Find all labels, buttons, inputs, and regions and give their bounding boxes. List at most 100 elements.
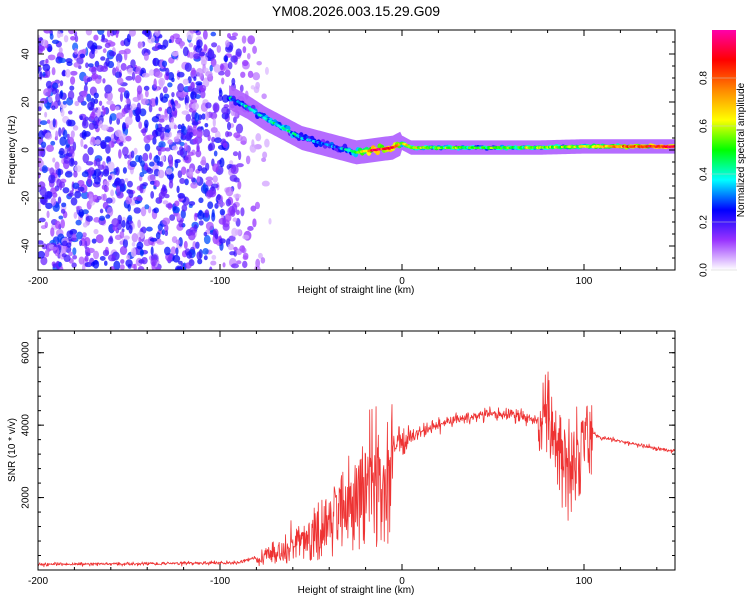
noise-blob (219, 63, 224, 71)
noise-blob (61, 202, 67, 208)
noise-blob (140, 128, 147, 134)
noise-blob (54, 220, 61, 229)
noise-blob (103, 180, 110, 188)
noise-blob (148, 152, 153, 160)
noise-blob (46, 210, 50, 219)
noise-blob (230, 164, 239, 175)
colorbar: 0.0 0.2 0.4 0.6 0.8 Normalized spectral ampl… (699, 30, 747, 277)
noise-blob (67, 136, 75, 145)
noise-blob (93, 250, 100, 260)
noise-blob (115, 166, 120, 176)
noise-blob (180, 132, 184, 140)
noise-blob (193, 76, 197, 82)
noise-blob (106, 155, 111, 162)
noise-blob (139, 183, 144, 194)
y-tick-label: 40 (21, 48, 32, 60)
noise-blob (133, 147, 138, 155)
noise-blob (210, 58, 217, 68)
noise-blob (184, 178, 189, 186)
noise-blob (77, 186, 85, 192)
noise-blob (256, 60, 262, 66)
noise-blob (200, 159, 207, 166)
noise-blob (60, 108, 65, 117)
noise-blob (227, 121, 231, 131)
noise-blob (38, 66, 42, 72)
noise-blob (58, 57, 67, 64)
noise-blob (188, 52, 194, 59)
noise-blob (87, 101, 95, 111)
noise-blob (233, 193, 242, 199)
noise-blob (76, 231, 83, 240)
noise-blob (121, 219, 126, 228)
noise-blob (120, 259, 125, 264)
noise-blob (62, 129, 68, 140)
noise-blob (120, 62, 127, 71)
noise-blob (197, 210, 205, 220)
noise-blob (237, 150, 242, 161)
noise-blob (85, 161, 94, 166)
noise-blob (39, 120, 48, 126)
noise-blob (99, 215, 106, 221)
noise-blob (102, 201, 109, 210)
noise-blob (253, 86, 260, 94)
noise-blob (177, 170, 183, 179)
noise-blob (59, 32, 64, 37)
noise-blob (184, 262, 192, 269)
noise-blob (161, 60, 168, 68)
noise-blob (197, 258, 203, 265)
noise-blob (86, 93, 92, 102)
noise-blob (106, 91, 113, 102)
noise-blob (106, 206, 114, 217)
noise-blob (73, 170, 78, 178)
noise-blob (104, 84, 113, 94)
noise-blob (46, 119, 51, 124)
noise-blob (219, 238, 226, 244)
noise-blob (166, 106, 172, 115)
noise-blob (124, 177, 129, 183)
noise-blob (116, 77, 124, 86)
figure-title: YM08.2026.003.15.29.G09 (272, 3, 440, 19)
noise-blob (252, 72, 261, 81)
noise-blob (116, 185, 121, 194)
noise-blob (185, 113, 192, 122)
noise-blob (229, 251, 236, 256)
noise-blob (46, 144, 54, 153)
noise-blob (72, 247, 77, 256)
y-tick-label: 0 (21, 147, 32, 153)
noise-blob (74, 100, 80, 107)
noise-blob (59, 136, 67, 146)
noise-blob (81, 48, 87, 54)
noise-blob (40, 39, 48, 47)
colorbar-tick-label: 0.4 (699, 167, 710, 181)
noise-blob (127, 214, 133, 222)
noise-blob (149, 161, 155, 167)
noise-blob (191, 102, 200, 111)
noise-blob (167, 82, 173, 88)
noise-blob (97, 164, 105, 170)
noise-blob (74, 160, 78, 166)
noise-blob (107, 254, 116, 262)
noise-blob (113, 260, 121, 270)
noise-blob (158, 195, 163, 204)
noise-blob (134, 109, 142, 115)
noise-blob (162, 217, 171, 226)
noise-blob (205, 102, 212, 109)
noise-blob (233, 116, 237, 124)
noise-blob (119, 246, 128, 256)
noise-blob (213, 150, 218, 157)
noise-blob (61, 253, 67, 258)
noise-blob (143, 85, 150, 91)
noise-blob (152, 58, 157, 66)
noise-blob (182, 78, 189, 85)
noise-blob (211, 136, 216, 143)
noise-blob (229, 35, 237, 41)
noise-blob (198, 220, 204, 226)
noise-blob (70, 76, 76, 85)
noise-blob (98, 120, 103, 129)
noise-blob (179, 40, 184, 49)
noise-blob (136, 231, 145, 240)
noise-blob (170, 246, 177, 255)
noise-blob (188, 131, 194, 138)
noise-blob (255, 133, 262, 142)
noise-blob (160, 155, 166, 162)
